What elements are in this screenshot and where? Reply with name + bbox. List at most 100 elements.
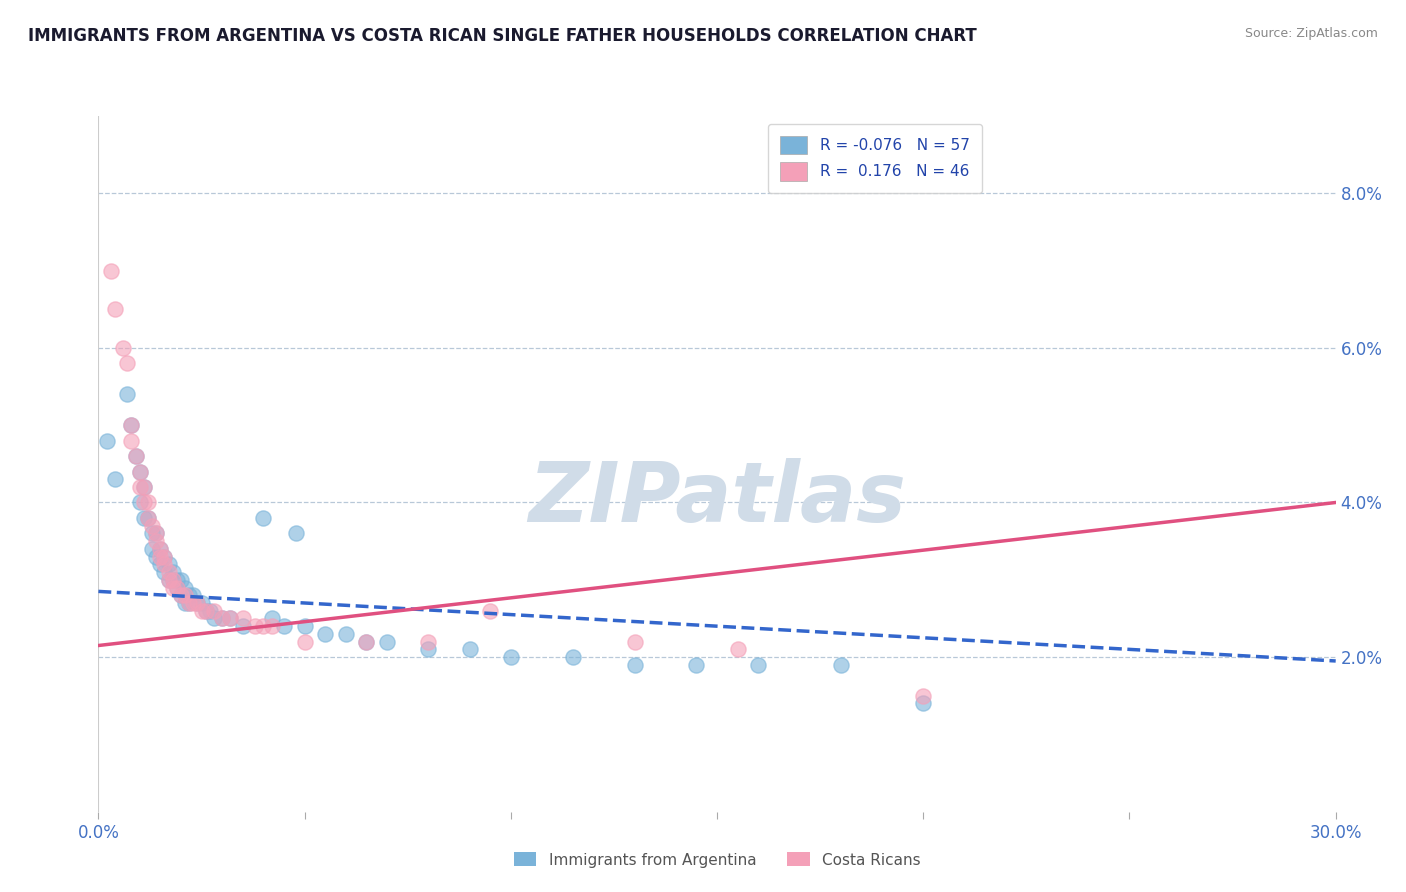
Point xyxy=(100,263,122,277)
Point xyxy=(830,657,852,672)
Point xyxy=(273,619,295,633)
Point xyxy=(219,611,242,625)
Point xyxy=(181,596,204,610)
Point xyxy=(132,480,155,494)
Point xyxy=(141,541,163,556)
Point xyxy=(104,472,127,486)
Point xyxy=(149,558,172,572)
Point xyxy=(499,650,522,665)
Point xyxy=(252,511,274,525)
Text: Source: ZipAtlas.com: Source: ZipAtlas.com xyxy=(1244,27,1378,40)
Point xyxy=(186,596,208,610)
Point xyxy=(157,573,180,587)
Point xyxy=(141,518,163,533)
Point xyxy=(128,495,150,509)
Point xyxy=(747,657,769,672)
Point xyxy=(232,619,254,633)
Point xyxy=(912,689,935,703)
Point xyxy=(136,511,159,525)
Point xyxy=(132,495,155,509)
Point xyxy=(128,480,150,494)
Point xyxy=(418,634,440,648)
Point xyxy=(153,549,176,564)
Point xyxy=(149,549,172,564)
Point xyxy=(170,588,193,602)
Point xyxy=(117,356,139,370)
Point xyxy=(149,541,172,556)
Point xyxy=(285,526,308,541)
Point xyxy=(912,697,935,711)
Point xyxy=(727,642,749,657)
Point xyxy=(179,588,201,602)
Point xyxy=(198,604,221,618)
Point xyxy=(294,619,316,633)
Point xyxy=(232,611,254,625)
Point xyxy=(260,619,283,633)
Point xyxy=(190,604,212,618)
Point xyxy=(120,418,142,433)
Point xyxy=(202,604,225,618)
Point xyxy=(153,565,176,579)
Point xyxy=(623,657,645,672)
Point xyxy=(294,634,316,648)
Point xyxy=(181,588,204,602)
Point xyxy=(418,642,440,657)
Point xyxy=(252,619,274,633)
Point xyxy=(170,588,193,602)
Point xyxy=(120,418,142,433)
Legend: Immigrants from Argentina, Costa Ricans: Immigrants from Argentina, Costa Ricans xyxy=(508,847,927,873)
Point xyxy=(561,650,583,665)
Point xyxy=(166,581,188,595)
Point xyxy=(375,634,398,648)
Point xyxy=(219,611,242,625)
Point xyxy=(124,449,146,463)
Point xyxy=(179,596,201,610)
Point xyxy=(623,634,645,648)
Point xyxy=(174,588,197,602)
Point xyxy=(211,611,233,625)
Point xyxy=(314,627,336,641)
Point xyxy=(162,581,184,595)
Point xyxy=(120,434,142,448)
Point xyxy=(211,611,233,625)
Point xyxy=(243,619,266,633)
Point xyxy=(145,526,167,541)
Point xyxy=(174,596,197,610)
Point xyxy=(170,573,193,587)
Point xyxy=(141,526,163,541)
Point xyxy=(132,480,155,494)
Point xyxy=(136,495,159,509)
Point xyxy=(166,581,188,595)
Text: IMMIGRANTS FROM ARGENTINA VS COSTA RICAN SINGLE FATHER HOUSEHOLDS CORRELATION CH: IMMIGRANTS FROM ARGENTINA VS COSTA RICAN… xyxy=(28,27,977,45)
Point xyxy=(124,449,146,463)
Point xyxy=(145,549,167,564)
Point xyxy=(153,549,176,564)
Point xyxy=(179,596,201,610)
Point xyxy=(145,534,167,549)
Point xyxy=(128,465,150,479)
Point xyxy=(157,573,180,587)
Point xyxy=(162,565,184,579)
Point xyxy=(186,596,208,610)
Point xyxy=(153,558,176,572)
Point xyxy=(260,611,283,625)
Point xyxy=(145,526,167,541)
Point xyxy=(128,465,150,479)
Point xyxy=(356,634,378,648)
Text: ZIPatlas: ZIPatlas xyxy=(529,458,905,539)
Point xyxy=(117,387,139,401)
Point xyxy=(96,434,118,448)
Point xyxy=(202,611,225,625)
Point xyxy=(104,302,127,317)
Point xyxy=(157,558,180,572)
Point xyxy=(166,573,188,587)
Point xyxy=(194,604,217,618)
Point xyxy=(685,657,707,672)
Point xyxy=(112,341,135,355)
Point xyxy=(458,642,481,657)
Point xyxy=(190,596,212,610)
Point xyxy=(162,573,184,587)
Point xyxy=(132,511,155,525)
Point xyxy=(335,627,357,641)
Point xyxy=(162,573,184,587)
